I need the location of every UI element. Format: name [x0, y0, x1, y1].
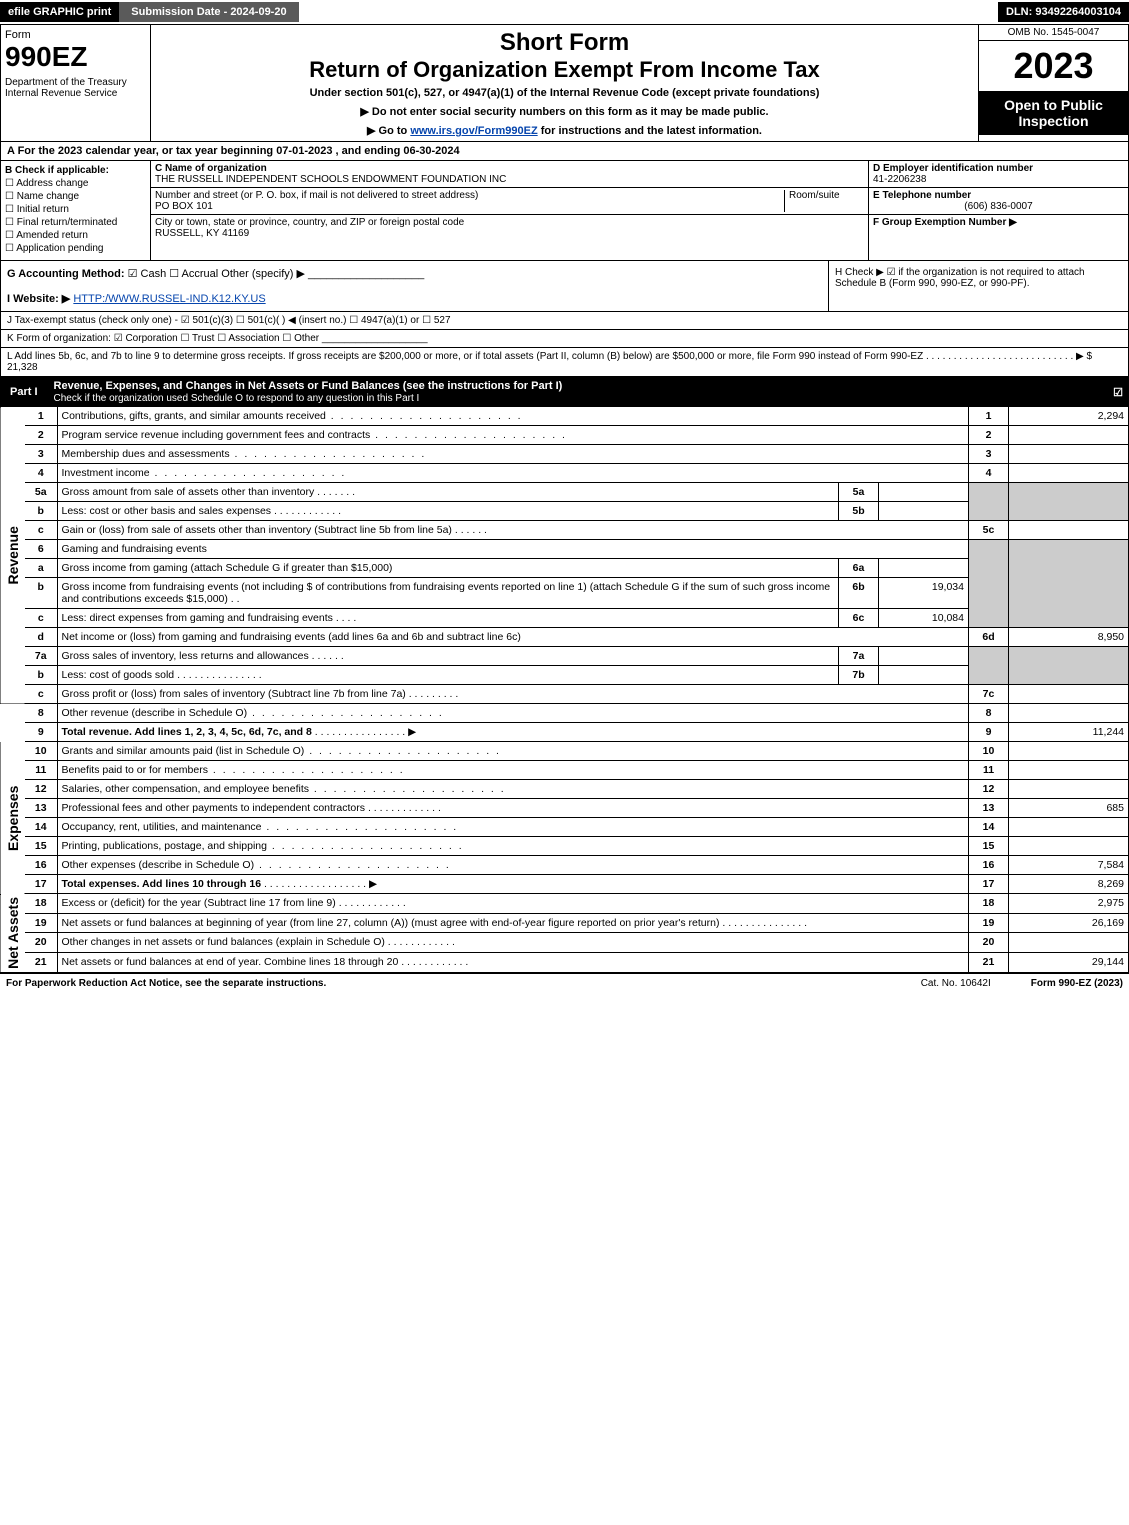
department: Department of the Treasury Internal Reve…: [5, 77, 146, 99]
ein: 41-2206238: [873, 174, 926, 185]
line-7a-value: [879, 647, 969, 666]
section-l: L Add lines 5b, 6c, and 7b to line 9 to …: [0, 348, 1129, 377]
expenses-label: Expenses: [1, 742, 26, 894]
tax-year: 2023: [979, 41, 1128, 91]
line-9-value: 11,244: [1009, 723, 1129, 742]
submission-date: Submission Date - 2024-09-20: [119, 2, 298, 22]
telephone: (606) 836-0007: [873, 201, 1124, 212]
line-21-value: 29,144: [1009, 953, 1129, 973]
line-17-value: 8,269: [1009, 875, 1129, 894]
check-address-change[interactable]: ☐ Address change: [5, 178, 146, 189]
section-j: J Tax-exempt status (check only one) - ☑…: [0, 312, 1129, 330]
line-13-value: 685: [1009, 799, 1129, 818]
line-14-value: [1009, 818, 1129, 837]
short-form: Short Form: [155, 29, 974, 57]
revenue-label: Revenue: [1, 407, 26, 704]
line-5a-value: [879, 483, 969, 502]
org-name: THE RUSSELL INDEPENDENT SCHOOLS ENDOWMEN…: [155, 174, 506, 185]
line-3-value: [1009, 445, 1129, 464]
cat-no: Cat. No. 10642I: [921, 978, 991, 989]
section-c: C Name of organizationTHE RUSSELL INDEPE…: [151, 161, 868, 260]
check-final-return[interactable]: ☐ Final return/terminated: [5, 217, 146, 228]
section-gh: G Accounting Method: ☑ Cash ☐ Accrual Ot…: [0, 261, 1129, 312]
website-link[interactable]: HTTP:/WWW.RUSSEL-IND.K12.KY.US: [73, 293, 265, 305]
check-initial-return[interactable]: ☐ Initial return: [5, 204, 146, 215]
line-4-value: [1009, 464, 1129, 483]
ssn-note: ▶ Do not enter social security numbers o…: [155, 105, 974, 118]
omb-number: OMB No. 1545-0047: [979, 25, 1128, 41]
part-i-header: Part I Revenue, Expenses, and Changes in…: [0, 377, 1129, 407]
section-bcde: B Check if applicable: ☐ Address change …: [0, 161, 1129, 261]
line-2-value: [1009, 426, 1129, 445]
line-6b-value: 19,034: [879, 578, 969, 609]
line-11-value: [1009, 761, 1129, 780]
line-7c-value: [1009, 685, 1129, 704]
form-header: Form 990EZ Department of the Treasury In…: [0, 24, 1129, 142]
line-15-value: [1009, 837, 1129, 856]
form-ref: Form 990-EZ (2023): [1031, 978, 1123, 989]
dln: DLN: 93492264003104: [998, 2, 1129, 22]
topbar: efile GRAPHIC print Submission Date - 20…: [0, 0, 1129, 24]
line-5b-value: [879, 502, 969, 521]
footer: For Paperwork Reduction Act Notice, see …: [0, 973, 1129, 993]
check-name-change[interactable]: ☐ Name change: [5, 191, 146, 202]
line-7b-value: [879, 666, 969, 685]
under-section: Under section 501(c), 527, or 4947(a)(1)…: [155, 87, 974, 99]
goto-note: ▶ Go to www.irs.gov/Form990EZ for instru…: [155, 124, 974, 137]
paperwork-notice: For Paperwork Reduction Act Notice, see …: [6, 978, 326, 989]
irs-link[interactable]: www.irs.gov/Form990EZ: [410, 125, 537, 137]
line-16-value: 7,584: [1009, 856, 1129, 875]
line-6d-value: 8,950: [1009, 628, 1129, 647]
group-exemption: F Group Exemption Number ▶: [873, 217, 1017, 228]
form-number: 990EZ: [5, 41, 146, 73]
section-h: H Check ▶ ☑ if the organization is not r…: [828, 261, 1128, 311]
section-a: A For the 2023 calendar year, or tax yea…: [0, 142, 1129, 161]
check-application-pending[interactable]: ☐ Application pending: [5, 243, 146, 254]
line-1-value: 2,294: [1009, 407, 1129, 426]
line-20-value: [1009, 933, 1129, 953]
room-suite: Room/suite: [784, 190, 864, 212]
net-assets-label: Net Assets: [1, 894, 26, 973]
accounting-method[interactable]: ☑ Cash ☐ Accrual Other (specify) ▶: [128, 268, 305, 280]
form-title: Return of Organization Exempt From Incom…: [155, 57, 974, 83]
line-12-value: [1009, 780, 1129, 799]
line-19-value: 26,169: [1009, 913, 1129, 933]
section-k: K Form of organization: ☑ Corporation ☐ …: [0, 330, 1129, 348]
org-address: PO BOX 101: [155, 201, 213, 212]
line-10-value: [1009, 742, 1129, 761]
section-def: D Employer identification number41-22062…: [868, 161, 1128, 260]
org-city: RUSSELL, KY 41169: [155, 228, 249, 239]
line-6c-value: 10,084: [879, 609, 969, 628]
efile-print-button[interactable]: efile GRAPHIC print: [0, 2, 119, 22]
check-amended-return[interactable]: ☐ Amended return: [5, 230, 146, 241]
form-label: Form: [5, 29, 146, 41]
open-inspection: Open to Public Inspection: [979, 91, 1128, 135]
lines-table: Revenue 1Contributions, gifts, grants, a…: [0, 407, 1129, 973]
line-6a-value: [879, 559, 969, 578]
section-b: B Check if applicable: ☐ Address change …: [1, 161, 151, 260]
part-i-schedule-o-check[interactable]: ☑: [1113, 386, 1129, 399]
line-5c-value: [1009, 521, 1129, 540]
line-18-value: 2,975: [1009, 894, 1129, 914]
line-8-value: [1009, 704, 1129, 723]
